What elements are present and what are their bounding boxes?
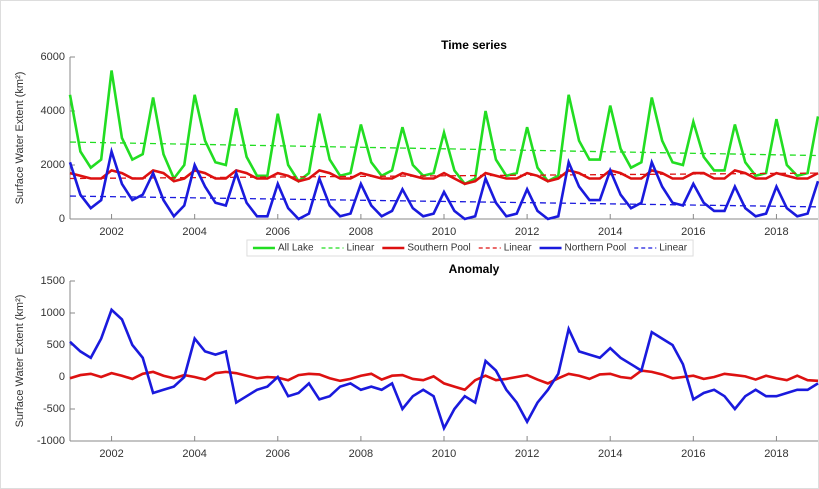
x-tick-label: 2016 xyxy=(681,226,705,238)
legend-label: Linear xyxy=(347,243,375,254)
series-line xyxy=(69,168,819,186)
x-tick-label: 2004 xyxy=(182,226,206,238)
y-tick-label: 0 xyxy=(59,371,65,383)
trend-line xyxy=(69,195,819,208)
y-tick-label: 500 xyxy=(47,339,65,351)
chart-title: Anomaly xyxy=(449,262,500,276)
chart-title: Time series xyxy=(441,38,507,52)
legend: All Lake Linear Southern Pool Linear Norther… xyxy=(252,243,688,254)
x-tick-label: 2010 xyxy=(432,226,456,238)
trend-line xyxy=(69,141,819,157)
x-tick-label: 2014 xyxy=(598,226,622,238)
x-tick-label: 2008 xyxy=(349,226,373,238)
x-tick-label: 2006 xyxy=(266,448,290,460)
x-tick-label: 2018 xyxy=(764,448,788,460)
series-line xyxy=(68,146,819,221)
x-tick-label: 2010 xyxy=(432,448,456,460)
x-tick-label: 2016 xyxy=(681,448,705,460)
y-axis-label: Surface Water Extent (km²) xyxy=(14,295,26,428)
x-tick-label: 2002 xyxy=(99,448,123,460)
x-tick-label: 2012 xyxy=(515,226,539,238)
legend-label: Linear xyxy=(659,243,687,254)
y-tick-label: 2000 xyxy=(41,159,65,171)
y-tick-label: 1000 xyxy=(41,307,65,319)
legend-label: Southern Pool xyxy=(407,243,470,254)
legend-box xyxy=(246,239,694,257)
x-tick-label: 2014 xyxy=(598,448,622,460)
y-tick-label: 1500 xyxy=(41,275,65,287)
x-tick-label: 2002 xyxy=(99,226,123,238)
legend-label: Linear xyxy=(504,243,532,254)
x-tick-label: 2012 xyxy=(515,448,539,460)
y-tick-label: -1000 xyxy=(37,435,65,447)
y-tick-label: 4000 xyxy=(41,105,65,117)
legend-label: All Lake xyxy=(278,243,314,254)
x-tick-label: 2006 xyxy=(266,226,290,238)
series-line xyxy=(69,369,819,392)
series-line xyxy=(68,70,819,186)
x-tick-label: 2004 xyxy=(182,448,206,460)
y-tick-label: 6000 xyxy=(41,51,65,63)
trend-line xyxy=(69,172,819,180)
y-tick-label: -500 xyxy=(43,403,65,415)
x-tick-label: 2008 xyxy=(349,448,373,460)
series-line xyxy=(69,307,819,432)
y-tick-label: 0 xyxy=(59,213,65,225)
legend-label: Northern Pool xyxy=(565,243,627,254)
y-axis-label: Surface Water Extent (km²) xyxy=(14,72,26,205)
x-tick-label: 2018 xyxy=(764,226,788,238)
